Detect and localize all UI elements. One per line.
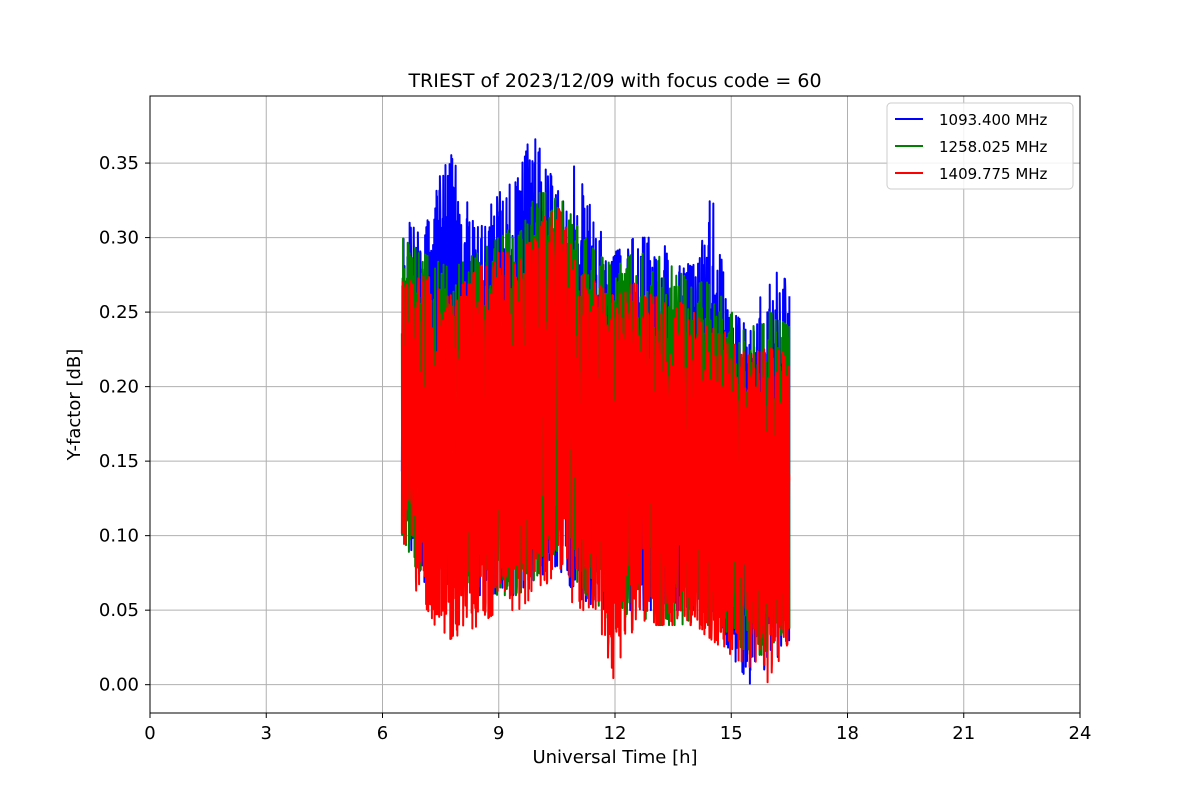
x-tick-label: 12 xyxy=(604,723,627,744)
y-tick-label: 0.05 xyxy=(99,600,139,621)
x-tick-label: 0 xyxy=(144,723,155,744)
y-axis-title: Y-factor [dB] xyxy=(64,349,85,462)
legend: 1093.400 MHz 1258.025 MHz 1409.775 MHz xyxy=(886,102,1074,190)
y-tick-label: 0.15 xyxy=(99,451,139,472)
x-axis: 0 3 6 9 12 15 18 21 24 xyxy=(144,713,1091,744)
legend-box xyxy=(886,102,1074,190)
y-tick-label: 0.25 xyxy=(99,302,139,323)
y-tick-label: 0.30 xyxy=(99,228,139,249)
x-tick-label: 6 xyxy=(377,723,388,744)
x-tick-label: 15 xyxy=(720,723,743,744)
x-tick-label: 3 xyxy=(261,723,272,744)
y-tick-label: 0.10 xyxy=(99,526,139,547)
legend-entry-label: 1409.775 MHz xyxy=(939,165,1048,183)
x-tick-label: 9 xyxy=(493,723,504,744)
series-layer xyxy=(400,138,791,685)
y-tick-label: 0.20 xyxy=(99,377,139,398)
series-line xyxy=(400,208,791,684)
x-tick-label: 18 xyxy=(836,723,859,744)
y-tick-label: 0.35 xyxy=(99,153,139,174)
x-tick-label: 24 xyxy=(1069,723,1092,744)
y-tick-label: 0.00 xyxy=(99,675,139,696)
chart-title: TRIEST of 2023/12/09 with focus code = 6… xyxy=(407,70,821,92)
legend-entry-label: 1093.400 MHz xyxy=(939,111,1048,129)
x-tick-label: 21 xyxy=(952,723,975,744)
y-axis: 0.00 0.05 0.10 0.15 0.20 0.25 0.30 0.35 xyxy=(99,153,150,696)
legend-entry-label: 1258.025 MHz xyxy=(939,138,1048,156)
x-axis-title: Universal Time [h] xyxy=(532,747,697,768)
